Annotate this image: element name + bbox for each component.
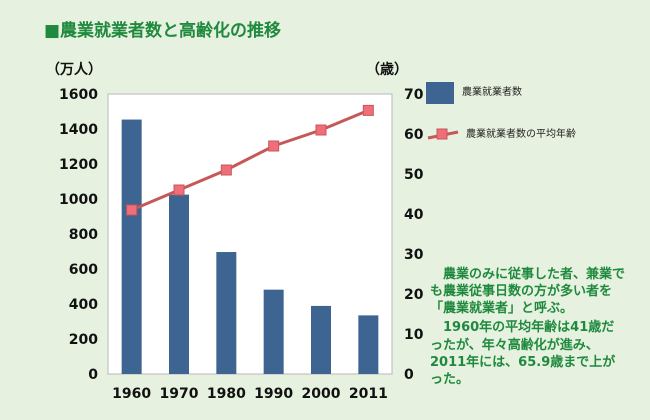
age-marker [220, 164, 232, 176]
x-tick-label: 1990 [254, 386, 293, 402]
left-tick-label: 1400 [59, 122, 98, 138]
bar [311, 305, 331, 374]
right-tick-label: 30 [404, 247, 424, 263]
age-marker [126, 204, 138, 216]
bar-series [121, 119, 379, 374]
x-tick-label: 2000 [302, 386, 341, 402]
legend-bar-swatch [426, 82, 454, 104]
left-tick-label: 200 [69, 332, 98, 348]
legend-line-icon [427, 128, 459, 140]
line-series [126, 104, 374, 216]
age-marker [173, 184, 185, 196]
left-tick-label: 1000 [59, 192, 98, 208]
left-tick-label: 1600 [59, 87, 98, 103]
right-tick-label: 10 [404, 327, 424, 343]
bar [358, 315, 379, 374]
legend-label-bars: 農業就業者数 [462, 87, 522, 98]
age-marker [268, 140, 280, 152]
x-tick-label: 1980 [207, 386, 246, 402]
age-marker [362, 104, 374, 116]
legend-label-line: 農業就業者数の平均年齢 [466, 129, 576, 140]
x-tick-label: 2011 [349, 386, 388, 402]
legend: 農業就業者数 農業就業者数の平均年齢 [426, 78, 642, 162]
note-paragraph-1: 農業のみに従事した者、兼業でも農業従事日数の方が多い者を「農業就業者」と呼ぶ。 [430, 267, 626, 317]
left-tick-label: 1200 [59, 157, 98, 173]
bar [121, 119, 142, 374]
right-tick-label: 70 [404, 87, 424, 103]
right-tick-label: 40 [404, 207, 424, 223]
right-tick-group: 0 10 20 30 40 50 60 70 [404, 87, 424, 383]
bar [263, 289, 284, 374]
left-tick-label: 800 [69, 227, 98, 243]
x-tick-label: 1970 [160, 386, 199, 402]
chart-title: ■農業就業者数と高齢化の推移 [44, 21, 282, 41]
left-tick-group: 0 200 400 600 800 1000 1200 1400 1600 [59, 87, 98, 383]
x-label-group: 1960 1970 1980 1990 2000 2011 [112, 386, 388, 402]
right-axis-label: （歳） [366, 61, 408, 78]
left-tick-label: 0 [88, 367, 98, 383]
left-axis-label: （万人） [46, 61, 102, 78]
left-tick-label: 400 [69, 297, 98, 313]
x-tick-label: 1960 [112, 386, 151, 402]
right-tick-label: 50 [404, 167, 424, 183]
bar [216, 252, 237, 374]
legend-line-swatch [426, 124, 460, 146]
note-paragraph-2: 1960年の平均年齢は41歳だったが、年々高齢化が進み、2011年には、65.9… [430, 320, 616, 387]
plot-area [107, 93, 393, 375]
age-marker [315, 124, 327, 136]
right-tick-label: 60 [404, 127, 424, 143]
legend-item-line: 農業就業者数の平均年齢 [426, 120, 642, 150]
left-tick-label: 600 [69, 262, 98, 278]
legend-item-bars: 農業就業者数 [426, 78, 642, 108]
age-line [131, 109, 369, 212]
right-tick-label: 0 [404, 367, 414, 383]
right-tick-label: 20 [404, 287, 424, 303]
explanation-note: 農業のみに従事した者、兼業でも農業従事日数の方が多い者を「農業就業者」と呼ぶ。 … [430, 266, 626, 388]
bar [169, 194, 189, 374]
